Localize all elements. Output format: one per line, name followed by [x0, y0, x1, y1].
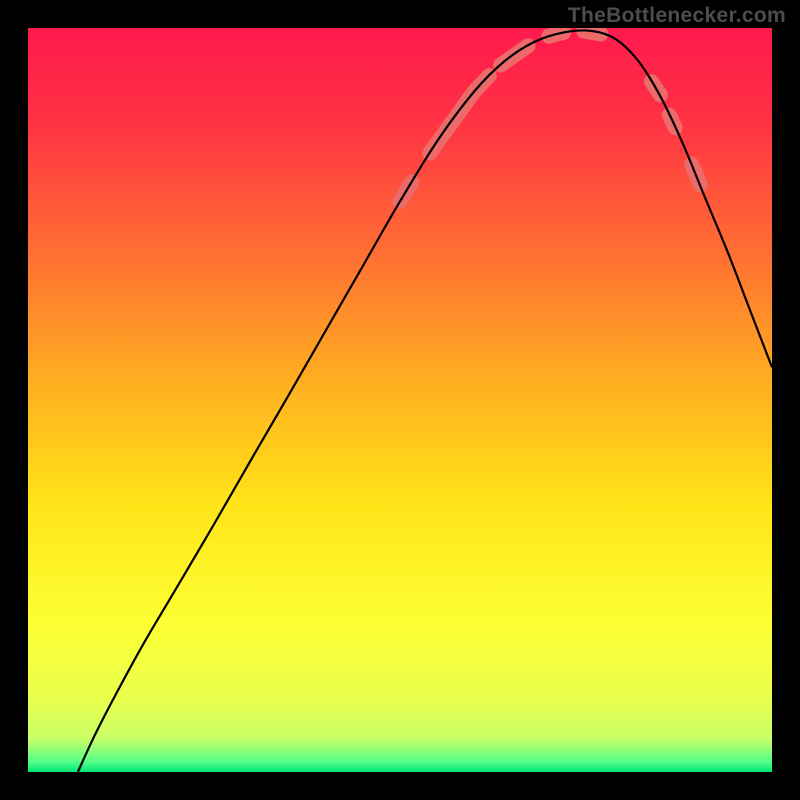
watermark-text: TheBottlenecker.com: [568, 4, 786, 28]
chart-background-gradient: [28, 28, 772, 772]
chart-plot-area: [28, 28, 772, 772]
